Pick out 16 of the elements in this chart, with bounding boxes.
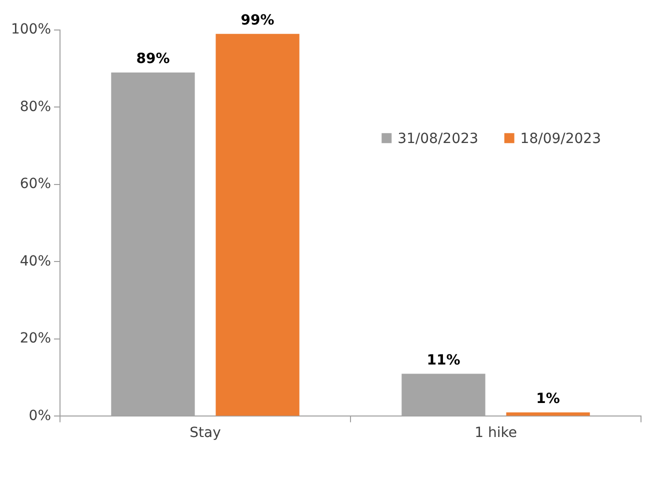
y-tick-label: 0%: [28, 408, 52, 424]
x-tick-label: 1 hike: [474, 425, 517, 442]
y-tick-label: 20%: [20, 330, 52, 347]
bar: [216, 34, 300, 416]
y-tick-label: 40%: [20, 253, 52, 270]
legend-label: 31/08/2023: [398, 130, 478, 147]
x-tick-label: Stay: [190, 425, 221, 442]
data-label: 1%: [536, 390, 560, 407]
y-tick-label: 100%: [10, 22, 52, 38]
data-label: 11%: [426, 352, 460, 368]
data-label: 99%: [240, 12, 274, 29]
y-tick-label: 80%: [20, 98, 52, 115]
data-label: 89%: [136, 51, 170, 68]
bar: [506, 412, 590, 416]
y-tick-label: 60%: [20, 176, 52, 192]
legend-label: 18/09/2023: [520, 130, 602, 147]
